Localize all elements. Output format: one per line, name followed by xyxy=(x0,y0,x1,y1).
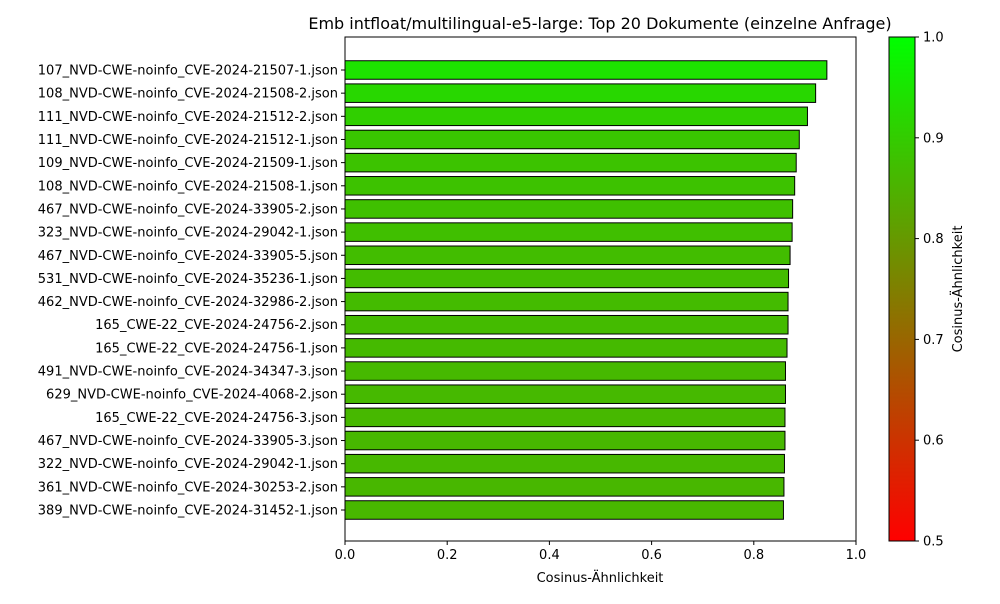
colorbar-label: Cosinus-Ähnlichkeit xyxy=(950,226,966,353)
colorbar-gradient xyxy=(888,36,916,542)
y-tick-label: 531_NVD-CWE-noinfo_CVE-2024-35236-1.json xyxy=(38,272,338,287)
bar xyxy=(344,268,790,289)
x-tick-label: 0.0 xyxy=(335,548,356,563)
colorbar-tick-label: 0.7 xyxy=(923,333,944,348)
colorbar-tick-label: 0.6 xyxy=(923,434,944,449)
y-tick-label: 467_NVD-CWE-noinfo_CVE-2024-33905-3.json xyxy=(38,434,338,449)
x-tick-label: 0.6 xyxy=(641,548,662,563)
y-tick-label: 108_NVD-CWE-noinfo_CVE-2024-21508-2.json xyxy=(38,87,338,102)
y-tick-label: 165_CWE-22_CVE-2024-24756-2.json xyxy=(95,318,338,333)
chart-title: Emb intfloat/multilingual-e5-large: Top … xyxy=(308,14,891,33)
bar xyxy=(344,245,791,266)
y-tick-label: 323_NVD-CWE-noinfo_CVE-2024-29042-1.json xyxy=(38,226,338,241)
y-tick-label: 361_NVD-CWE-noinfo_CVE-2024-30253-2.json xyxy=(38,480,338,495)
y-tick-label: 467_NVD-CWE-noinfo_CVE-2024-33905-5.json xyxy=(38,249,338,264)
bar xyxy=(344,106,808,127)
y-tick-label: 108_NVD-CWE-noinfo_CVE-2024-21508-1.json xyxy=(38,179,338,194)
y-tick-label: 491_NVD-CWE-noinfo_CVE-2024-34347-3.json xyxy=(38,365,338,380)
x-tick-label: 0.4 xyxy=(539,548,560,563)
bars-layer xyxy=(344,60,828,520)
bar xyxy=(344,361,786,381)
y-tick-label: 165_CWE-22_CVE-2024-24756-3.json xyxy=(95,411,338,426)
bar xyxy=(344,453,785,474)
bar xyxy=(344,83,817,103)
y-tick-label: 629_NVD-CWE-noinfo_CVE-2024-4068-2.json xyxy=(46,388,338,403)
x-axis: 0.0 0.2 0.4 0.6 0.8 1.0 xyxy=(335,541,867,563)
x-tick-label: 1.0 xyxy=(846,548,867,563)
bar xyxy=(344,407,786,428)
bar xyxy=(344,314,789,335)
y-tick-label: 165_CWE-22_CVE-2024-24756-1.json xyxy=(95,341,338,356)
bar xyxy=(344,129,800,150)
y-tick-label: 111_NVD-CWE-noinfo_CVE-2024-21512-1.json xyxy=(38,133,338,148)
bar xyxy=(344,338,788,358)
bar xyxy=(344,430,786,451)
y-tick-label: 467_NVD-CWE-noinfo_CVE-2024-33905-2.json xyxy=(38,202,338,217)
y-tick-label: 462_NVD-CWE-noinfo_CVE-2024-32986-2.json xyxy=(38,295,338,310)
x-tick-label: 0.2 xyxy=(437,548,458,563)
bar xyxy=(344,500,784,520)
colorbar-tick-label: 1.0 xyxy=(923,31,944,46)
y-tick-label: 111_NVD-CWE-noinfo_CVE-2024-21512-2.json xyxy=(38,110,338,125)
bar xyxy=(344,477,785,497)
y-tick-label: 109_NVD-CWE-noinfo_CVE-2024-21509-1.json xyxy=(38,156,338,171)
plot-frame xyxy=(344,36,857,542)
colorbar-tick-label: 0.5 xyxy=(923,535,944,550)
bar xyxy=(344,291,789,312)
colorbar-tick-label: 0.9 xyxy=(923,131,944,146)
colorbar: 0.5 0.6 0.7 0.8 0.9 1.0 Cosinus-Ähnlichkeit xyxy=(888,31,966,550)
bar xyxy=(344,176,796,196)
bar xyxy=(344,199,794,219)
x-tick-label: 0.8 xyxy=(743,548,764,563)
y-tick-labels: 107_NVD-CWE-noinfo_CVE-2024-21507-1.json… xyxy=(38,64,345,519)
y-tick-label: 107_NVD-CWE-noinfo_CVE-2024-21507-1.json xyxy=(38,64,338,79)
x-axis-label: Cosinus-Ähnlichkeit xyxy=(537,570,664,586)
colorbar-tick-label: 0.8 xyxy=(923,232,944,247)
bar xyxy=(344,152,797,173)
y-tick-label: 389_NVD-CWE-noinfo_CVE-2024-31452-1.json xyxy=(38,504,338,519)
bar xyxy=(344,60,828,80)
colorbar-ticks: 0.5 0.6 0.7 0.8 0.9 1.0 xyxy=(915,31,944,550)
bar xyxy=(344,384,786,404)
bar xyxy=(344,222,793,242)
y-tick-label: 322_NVD-CWE-noinfo_CVE-2024-29042-1.json xyxy=(38,457,338,472)
